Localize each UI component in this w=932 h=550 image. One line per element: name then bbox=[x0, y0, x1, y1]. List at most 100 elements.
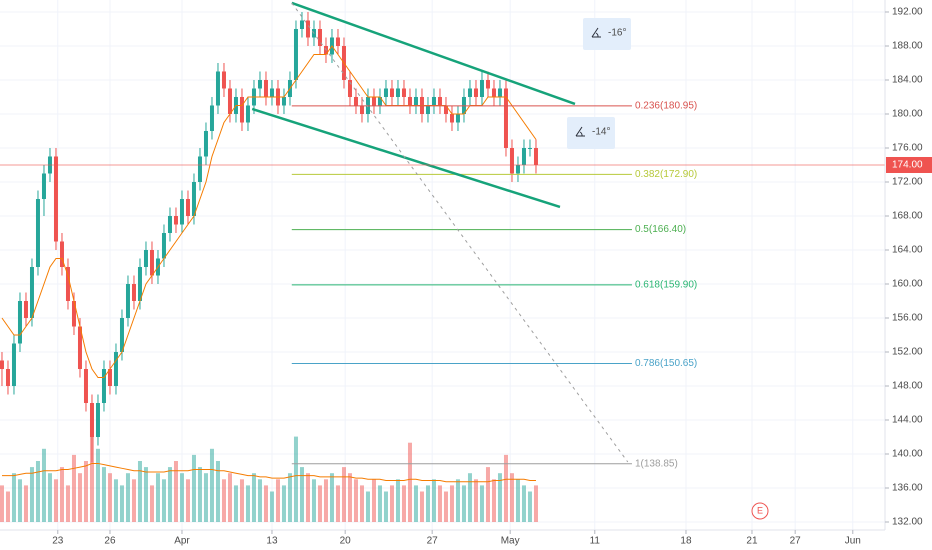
volume-bar bbox=[41, 448, 46, 522]
y-tick-label: 164.00 bbox=[892, 245, 923, 256]
candle-body bbox=[257, 79, 262, 89]
candle-body bbox=[395, 88, 400, 97]
volume-bar bbox=[173, 461, 178, 522]
volume-bar bbox=[275, 479, 280, 522]
x-tick-label: 11 bbox=[590, 536, 601, 547]
angle-icon bbox=[575, 126, 585, 137]
candle-body bbox=[71, 300, 76, 327]
axes: 192.00 188.00 184.00 180.00 176.00 172.00 168.… bbox=[52, 7, 932, 547]
volume-bar bbox=[305, 473, 310, 522]
volume-bar bbox=[491, 479, 496, 522]
volume-bar bbox=[455, 479, 460, 522]
y-tick-label: 168.00 bbox=[892, 211, 923, 222]
candle-body bbox=[431, 96, 436, 106]
dashed-trend-line bbox=[291, 2, 629, 463]
candle-body bbox=[131, 283, 136, 301]
candle-body bbox=[467, 88, 472, 97]
x-tick-label: 23 bbox=[52, 536, 64, 547]
volume-bar bbox=[449, 485, 454, 522]
last-price-label: 174.00 bbox=[892, 160, 923, 171]
candle-body bbox=[107, 369, 112, 387]
volume-bar bbox=[377, 485, 382, 522]
candle-body bbox=[317, 28, 322, 46]
volume-bar bbox=[143, 467, 148, 522]
candle-body bbox=[167, 215, 172, 233]
candle-body bbox=[11, 343, 16, 387]
volume-bar bbox=[239, 479, 244, 522]
volume-bar bbox=[149, 485, 154, 522]
volume-bar bbox=[425, 485, 430, 522]
volume-bar bbox=[161, 479, 166, 522]
volume-bar bbox=[233, 485, 238, 522]
volume-bar bbox=[353, 479, 358, 522]
trend-line bbox=[251, 107, 561, 209]
candle-body bbox=[209, 105, 214, 131]
y-tick-label: 180.00 bbox=[892, 109, 923, 120]
y-tick-label: 132.00 bbox=[892, 517, 923, 528]
angle-box bbox=[567, 117, 615, 149]
grid bbox=[0, 0, 885, 530]
volume-bar bbox=[251, 473, 256, 522]
volume-bar bbox=[71, 454, 76, 522]
volume-bar bbox=[515, 479, 520, 522]
earnings-icon[interactable] bbox=[751, 502, 769, 520]
candle-body bbox=[77, 326, 82, 370]
candle-body bbox=[179, 198, 184, 225]
volume-bar bbox=[83, 461, 88, 522]
volume-bar bbox=[0, 485, 4, 522]
volume-bar bbox=[485, 467, 490, 522]
volume-bar bbox=[497, 473, 502, 522]
candle-body bbox=[245, 105, 250, 123]
volume-bar bbox=[347, 473, 352, 522]
candle-body bbox=[455, 113, 460, 123]
fib-label: 0.5(166.40) bbox=[635, 224, 686, 235]
candle-body bbox=[521, 147, 526, 165]
volume-bar bbox=[125, 473, 130, 522]
x-tick-label: Jun bbox=[845, 536, 861, 547]
earnings-label[interactable]: E bbox=[757, 505, 763, 515]
volume-bar bbox=[299, 467, 304, 522]
candle-body bbox=[353, 96, 358, 106]
volume-bar bbox=[191, 454, 196, 522]
candle-body bbox=[533, 147, 538, 165]
volume-bar bbox=[383, 491, 388, 522]
candle-body bbox=[305, 20, 310, 38]
candle-body bbox=[65, 266, 70, 301]
candle-body bbox=[143, 249, 148, 267]
y-tick-label: 140.00 bbox=[892, 449, 923, 460]
volume-bar bbox=[521, 485, 526, 522]
candle-body bbox=[191, 181, 196, 216]
candle-body bbox=[485, 79, 490, 89]
y-tick-label: 192.00 bbox=[892, 7, 923, 18]
y-tick-label: 184.00 bbox=[892, 75, 923, 86]
volume-bar bbox=[419, 491, 424, 522]
volume-bar bbox=[395, 479, 400, 522]
volume-bar bbox=[479, 485, 484, 522]
volume-bar bbox=[341, 467, 346, 522]
volume-bar bbox=[5, 491, 10, 522]
volume-bar bbox=[179, 473, 184, 522]
plot: 0.236(180.95) 0.382(172.90) 0.5(166.40) 0.6… bbox=[0, 1, 885, 522]
candle-body bbox=[371, 96, 376, 106]
candle-body bbox=[119, 318, 124, 353]
volume-bar bbox=[59, 467, 64, 522]
fib-label: 0.618(159.90) bbox=[635, 279, 697, 290]
volume-bar bbox=[203, 473, 208, 522]
y-tick-label: 156.00 bbox=[892, 313, 923, 324]
candle-body bbox=[401, 88, 406, 97]
volume-bar bbox=[431, 479, 436, 522]
volume-bar bbox=[437, 485, 442, 522]
candle-body bbox=[479, 79, 484, 97]
volume-bar bbox=[293, 436, 298, 522]
volume-bar bbox=[317, 485, 322, 522]
volume-bar bbox=[77, 473, 82, 522]
angle-label: -16° bbox=[608, 28, 626, 39]
candle-body bbox=[413, 96, 418, 106]
y-tick-label: 144.00 bbox=[892, 415, 923, 426]
candle-body bbox=[359, 105, 364, 114]
y-tick-label: 188.00 bbox=[892, 41, 923, 52]
volume-bar bbox=[413, 485, 418, 522]
volume-bar bbox=[335, 485, 340, 522]
volume-bar bbox=[221, 479, 226, 522]
